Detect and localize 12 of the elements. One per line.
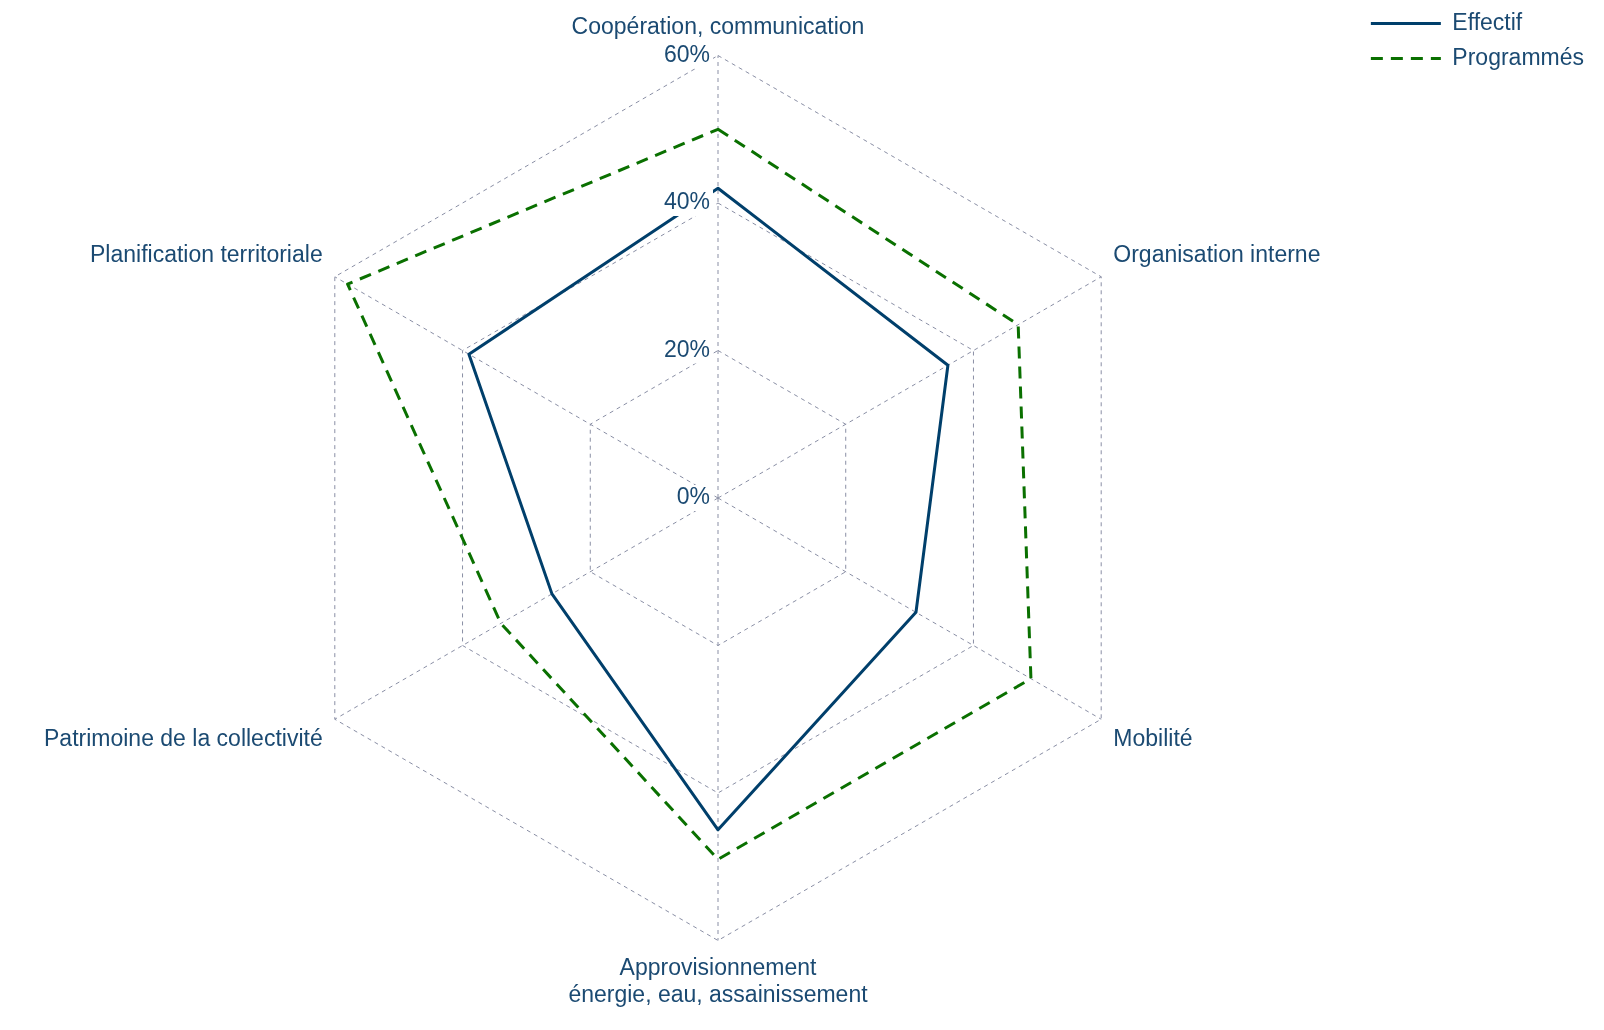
- legend-label: Programmés: [1452, 43, 1585, 70]
- spoke-label: Coopération, communication: [571, 13, 865, 40]
- y-tick-label: 0%: [676, 483, 710, 510]
- y-tick-label: 60%: [663, 40, 710, 67]
- spoke-label: Planification territoriale: [90, 241, 323, 268]
- spoke-label: Organisation interne: [1113, 241, 1321, 268]
- spoke-label: Patrimoine de la collectivité: [44, 725, 323, 752]
- spoke-label: Approvisionnement énergie, eau, assainissement: [568, 953, 869, 1008]
- y-tick-label: 40%: [663, 188, 710, 215]
- spoke-label: Mobilité: [1113, 725, 1193, 752]
- y-tick-label: 20%: [663, 335, 710, 362]
- legend-label: Effectif: [1452, 8, 1523, 35]
